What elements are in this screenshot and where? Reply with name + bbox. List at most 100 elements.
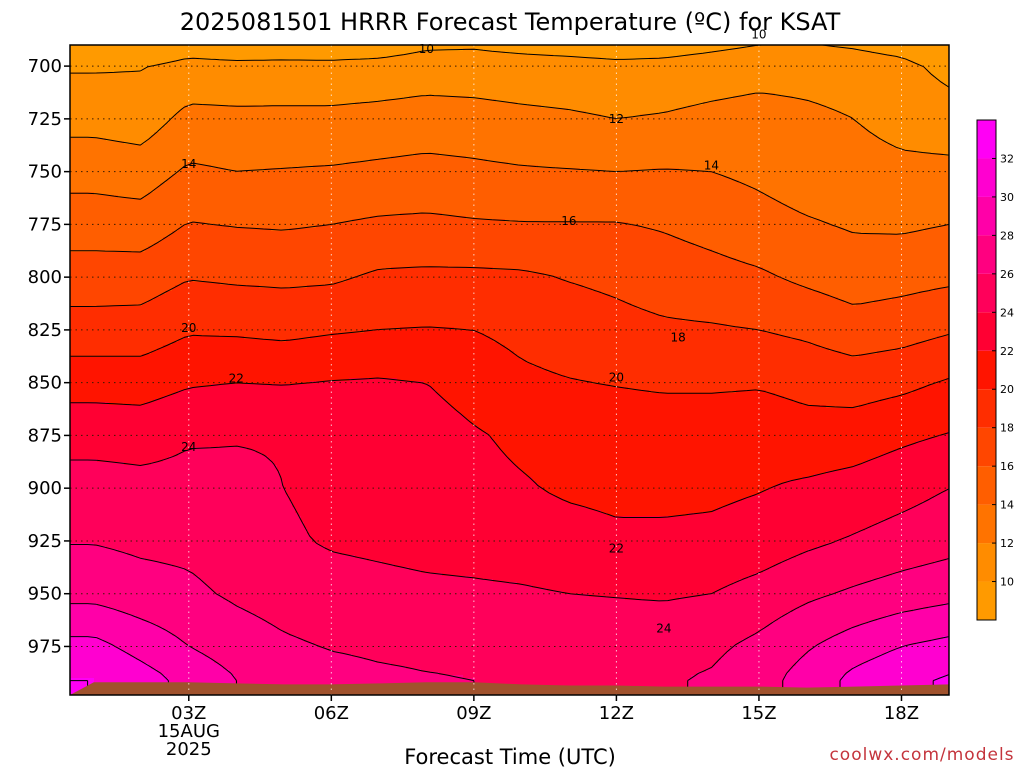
temperature-cell bbox=[178, 111, 587, 115]
temperature-cell bbox=[70, 630, 170, 634]
colorbar-label: 16 bbox=[1000, 460, 1014, 473]
temperature-cell bbox=[592, 288, 812, 292]
temperature-cell bbox=[229, 225, 317, 229]
temperature-cell bbox=[313, 540, 836, 544]
temperature-cell bbox=[934, 75, 949, 79]
temperature-cell bbox=[904, 393, 949, 397]
temperature-cell bbox=[196, 648, 329, 652]
temperature-cell bbox=[340, 552, 803, 556]
temperature-cell bbox=[820, 291, 920, 295]
temperature-cell bbox=[787, 612, 899, 616]
x-tick-label: 18Z bbox=[884, 703, 919, 724]
temperature-cell bbox=[70, 120, 170, 124]
temperature-cell bbox=[70, 660, 143, 664]
temperature-cell bbox=[547, 588, 722, 592]
temperature-cell bbox=[331, 333, 485, 337]
temperature-cell bbox=[151, 621, 269, 625]
temperature-cell bbox=[70, 330, 365, 334]
temperature-cell bbox=[472, 423, 949, 427]
temperature-cell bbox=[811, 600, 949, 604]
temperature-cell bbox=[811, 288, 935, 292]
temperature-cell bbox=[70, 204, 788, 208]
temperature-cell bbox=[328, 648, 731, 652]
temperature-cell bbox=[262, 618, 779, 622]
temperature-cell bbox=[349, 378, 398, 382]
temperature-cell bbox=[694, 243, 949, 247]
temperature-cell bbox=[928, 384, 949, 388]
temperature-cell bbox=[157, 624, 275, 628]
temperature-cell bbox=[496, 441, 917, 445]
colorbar-band bbox=[977, 389, 996, 428]
temperature-cell bbox=[679, 168, 949, 172]
temperature-cell bbox=[70, 111, 179, 115]
temperature-cell bbox=[280, 477, 533, 481]
temperature-cell bbox=[70, 207, 794, 211]
temperature-cell bbox=[715, 591, 839, 595]
temperature-cell bbox=[487, 159, 949, 163]
temperature-cell bbox=[70, 99, 386, 103]
temperature-cell bbox=[904, 510, 949, 514]
temperature-cell bbox=[439, 153, 944, 157]
temperature-cell bbox=[70, 291, 167, 295]
temperature-cell bbox=[451, 405, 827, 409]
temperature-cell bbox=[934, 561, 949, 565]
temperature-cell bbox=[445, 399, 794, 403]
temperature-cell bbox=[730, 177, 949, 181]
temperature-cell bbox=[70, 447, 194, 451]
temperature-cell bbox=[97, 636, 179, 640]
temperature-cell bbox=[124, 141, 146, 145]
temperature-cell bbox=[70, 57, 188, 61]
temperature-cell bbox=[160, 240, 686, 244]
y-tick-label: 975 bbox=[28, 636, 62, 657]
temperature-cell bbox=[70, 126, 164, 130]
temperature-cell bbox=[199, 57, 374, 61]
temperature-cell bbox=[448, 402, 803, 406]
temperature-cell bbox=[247, 447, 500, 451]
temperature-cell bbox=[70, 90, 949, 94]
temperature-cell bbox=[910, 507, 949, 511]
temperature-cell bbox=[289, 498, 563, 502]
temperature-cell bbox=[601, 114, 641, 118]
temperature-cell bbox=[775, 393, 905, 397]
temperature-cell bbox=[670, 234, 949, 238]
temperature-cell bbox=[586, 111, 665, 115]
temperature-cell bbox=[70, 366, 542, 370]
temperature-cell bbox=[883, 519, 949, 523]
temperature-cell bbox=[778, 483, 949, 487]
temperature-cell bbox=[70, 501, 293, 505]
contour-label: 24 bbox=[181, 440, 196, 454]
temperature-cell bbox=[70, 492, 287, 496]
temperature-cell bbox=[754, 264, 949, 268]
temperature-cell bbox=[70, 171, 179, 175]
colorbar-band bbox=[977, 235, 996, 274]
temperature-cell bbox=[712, 249, 949, 253]
temperature-cell bbox=[874, 51, 949, 55]
temperature-cell bbox=[517, 354, 851, 358]
temperature-cell bbox=[70, 474, 281, 478]
credit-link[interactable]: coolwx.com/models bbox=[829, 745, 1014, 765]
temperature-cell bbox=[163, 459, 272, 463]
temperature-cell bbox=[763, 627, 851, 631]
temperature-cell bbox=[880, 576, 949, 580]
temperature-cell bbox=[70, 627, 164, 631]
temperature-cell bbox=[70, 231, 173, 235]
temperature-cell bbox=[70, 618, 143, 622]
temperature-cell bbox=[757, 189, 949, 193]
temperature-cell bbox=[538, 483, 779, 487]
temperature-cell bbox=[70, 255, 728, 259]
temperature-cell bbox=[913, 609, 949, 613]
temperature-cell bbox=[835, 540, 949, 544]
temperature-cell bbox=[856, 120, 949, 124]
temperature-cell bbox=[520, 468, 842, 472]
terrain-layer bbox=[70, 682, 949, 695]
temperature-cell bbox=[70, 573, 194, 577]
temperature-cell bbox=[799, 657, 875, 661]
temperature-cell bbox=[178, 636, 299, 640]
temperature-cell bbox=[178, 171, 716, 175]
temperature-cell bbox=[70, 495, 290, 499]
temperature-cell bbox=[871, 132, 949, 136]
temperature-cell bbox=[442, 213, 806, 217]
temperature-cell bbox=[70, 540, 314, 544]
temperature-cell bbox=[610, 384, 929, 388]
temperature-cell bbox=[169, 120, 857, 124]
